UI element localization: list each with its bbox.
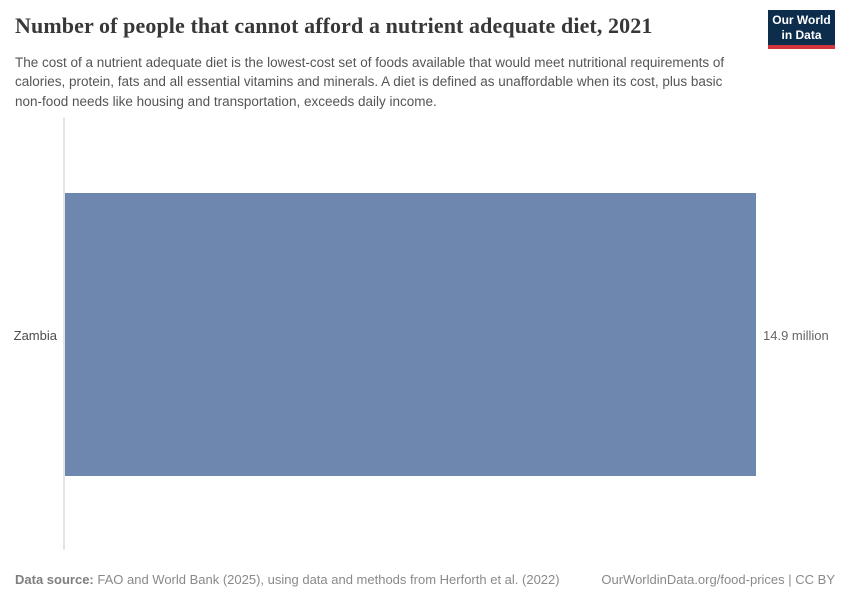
data-source-text: FAO and World Bank (2025), using data an… (93, 572, 560, 587)
owid-link[interactable]: OurWorldinData.org/food-prices (601, 572, 785, 587)
bar[interactable] (65, 193, 756, 476)
license-text: | CC BY (784, 572, 835, 587)
data-source-note: Data source: FAO and World Bank (2025), … (15, 572, 560, 587)
chart-title: Number of people that cannot afford a nu… (15, 13, 653, 38)
data-source-label: Data source: (15, 572, 94, 587)
owid-logo-line2: in Data (781, 27, 822, 42)
value-label: 14.9 million (763, 328, 829, 343)
owid-logo-line1: Our World (772, 13, 831, 28)
footer-right: OurWorldinData.org/food-prices | CC BY (601, 572, 835, 587)
chart-subtitle: The cost of a nutrient adequate diet is … (15, 55, 725, 109)
chart-area: Zambia 14.9 million (0, 118, 850, 550)
y-axis-line (63, 118, 65, 550)
footer: Data source: FAO and World Bank (2025), … (15, 572, 835, 587)
category-label-zambia: Zambia (13, 328, 57, 343)
owid-logo[interactable]: Our World in Data (768, 10, 835, 49)
